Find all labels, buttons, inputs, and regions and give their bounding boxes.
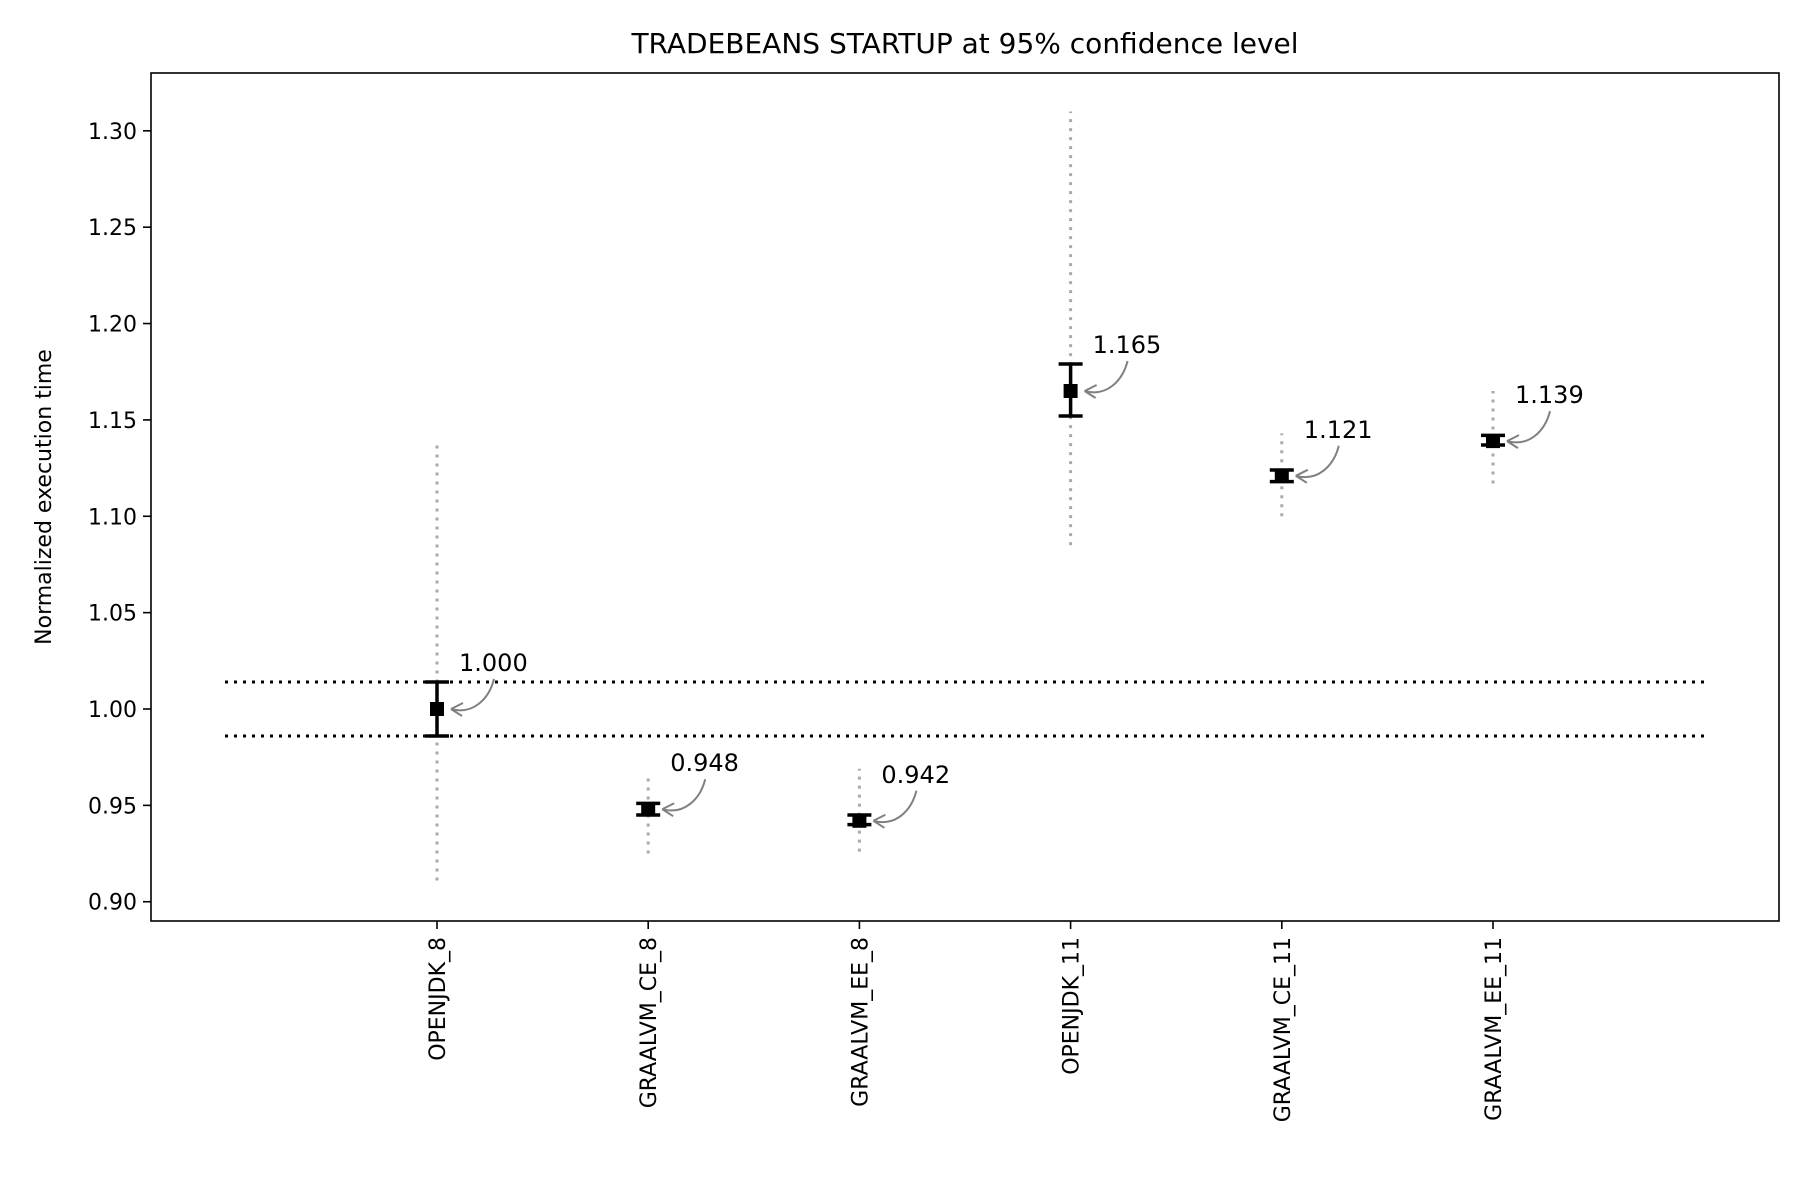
y-tick-label: 0.90 <box>88 891 137 916</box>
y-tick-label: 1.15 <box>88 409 137 434</box>
annotation-arrow <box>1506 410 1551 444</box>
y-axis-label: Normalized execution time <box>32 349 57 645</box>
data-label: 1.000 <box>459 649 528 677</box>
annotation-arrowhead <box>1295 468 1309 484</box>
data-label: 1.139 <box>1515 381 1584 409</box>
data-label: 0.942 <box>881 761 950 789</box>
annotation-arrow <box>873 790 918 823</box>
x-tick-label: GRAALVM_EE_8 <box>848 937 873 1107</box>
data-point <box>1486 434 1500 449</box>
chart-title: TRADEBEANS STARTUP at 95% confidence lev… <box>630 27 1298 60</box>
annotation-arrowhead <box>450 702 464 717</box>
annotation-arrow <box>1084 360 1129 394</box>
data-label: 1.165 <box>1093 331 1162 359</box>
data-label: 0.948 <box>670 749 739 777</box>
y-tick-label: 1.10 <box>88 505 137 530</box>
annotation-arrow <box>661 778 707 812</box>
data-point <box>641 802 656 817</box>
data-point <box>430 702 444 716</box>
data-label: 1.121 <box>1304 416 1373 444</box>
plot-frame <box>150 72 1780 922</box>
x-tick-label: GRAALVM_CE_11 <box>1271 937 1296 1122</box>
data-point <box>1063 384 1078 398</box>
y-tick-label: 1.25 <box>88 216 137 241</box>
y-tick-label: 1.20 <box>88 313 137 338</box>
data-point <box>852 813 867 828</box>
x-tick-label: GRAALVM_EE_11 <box>1482 937 1507 1121</box>
y-tick-label: 0.95 <box>88 794 137 819</box>
annotation-arrowhead <box>1084 384 1098 399</box>
annotation-arrow <box>1295 445 1340 479</box>
x-tick-label: GRAALVM_CE_8 <box>637 937 662 1108</box>
x-tick-label: OPENJDK_11 <box>1060 937 1085 1075</box>
annotation-arrowhead <box>1506 434 1520 449</box>
data-point <box>1274 468 1289 483</box>
y-tick-label: 1.05 <box>88 602 137 627</box>
annotation-arrowhead <box>872 813 886 829</box>
annotation-arrow <box>450 678 495 712</box>
y-tick-label: 1.30 <box>88 120 137 145</box>
x-tick-label: OPENJDK_8 <box>426 937 451 1061</box>
plot-area: 1.000 0.948 0.942 1.165 1.121 1.139 <box>225 111 1707 881</box>
y-tick-label: 1.00 <box>88 698 137 723</box>
annotation-arrowhead <box>661 802 675 818</box>
